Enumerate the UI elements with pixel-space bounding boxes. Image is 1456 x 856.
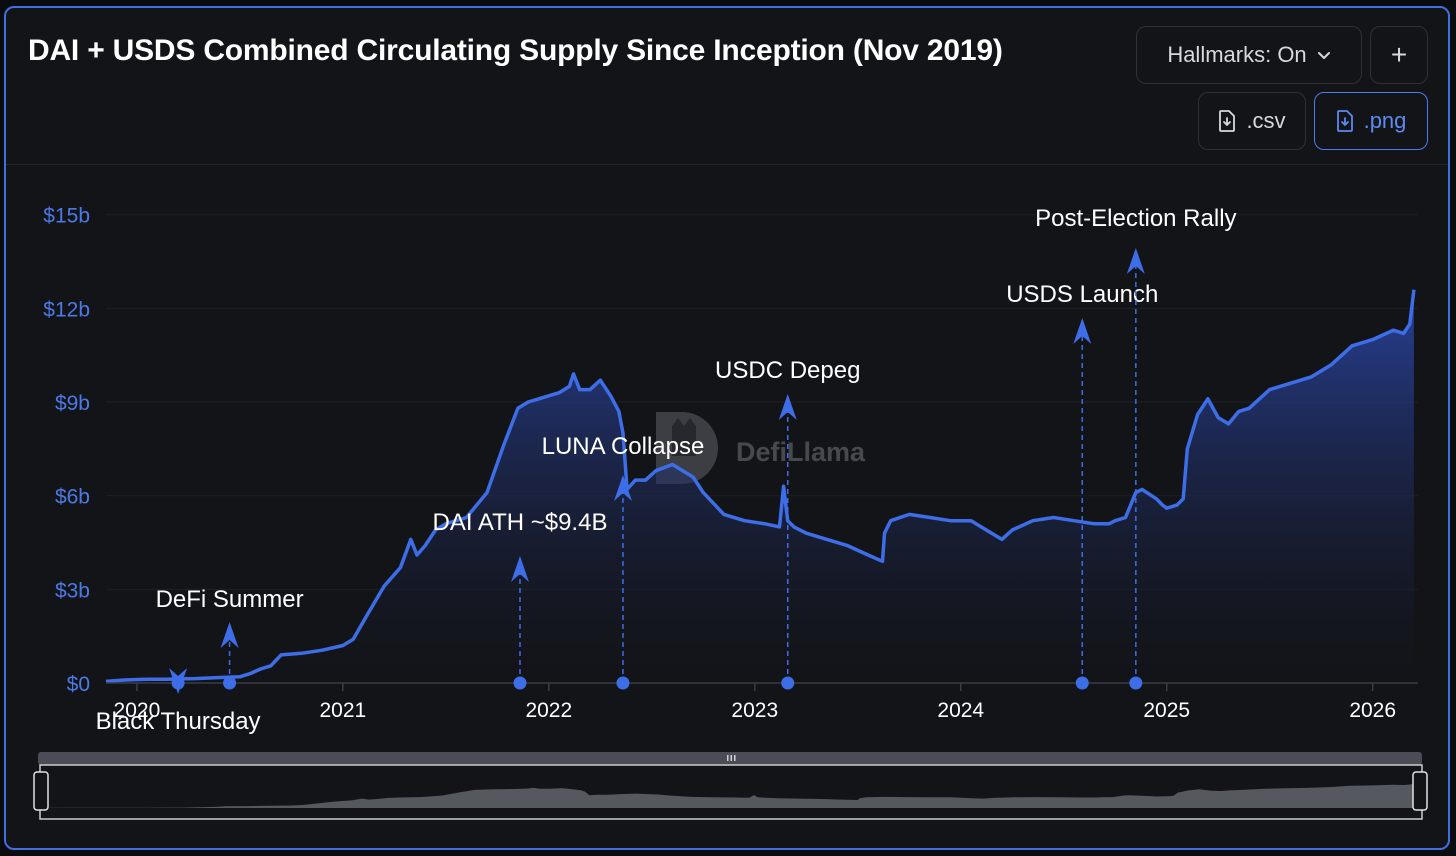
download-csv-button[interactable]: .csv bbox=[1198, 92, 1306, 150]
x-tick-label: 2024 bbox=[937, 699, 984, 722]
hallmark-label: DeFi Summer bbox=[156, 586, 304, 613]
supply-area bbox=[106, 289, 1414, 683]
hallmark-label: USDS Launch bbox=[1006, 281, 1158, 308]
navigator-scrollbar[interactable] bbox=[38, 752, 1422, 765]
y-tick-label: $3b bbox=[55, 579, 90, 602]
watermark: DefiLlama bbox=[656, 412, 866, 484]
chevron-down-icon bbox=[1317, 52, 1330, 59]
add-button[interactable]: + bbox=[1370, 26, 1428, 84]
x-tick-label: 2025 bbox=[1143, 699, 1190, 722]
hallmarks-dropdown[interactable]: Hallmarks: On bbox=[1136, 26, 1362, 84]
y-tick-label: $12b bbox=[43, 298, 90, 321]
hallmark-dot[interactable] bbox=[1129, 676, 1143, 690]
hallmark-marker[interactable]: USDS Launch bbox=[1006, 281, 1158, 690]
hallmark-dot[interactable] bbox=[171, 676, 185, 690]
file-download-icon bbox=[1219, 110, 1236, 132]
hallmark-marker[interactable]: DAI ATH ~$9.4B bbox=[432, 509, 607, 690]
navigator-series bbox=[42, 782, 1416, 808]
hallmark-marker[interactable]: Post-Election Rally bbox=[1035, 205, 1237, 690]
arrow-up-icon bbox=[778, 394, 797, 420]
hallmark-dot[interactable] bbox=[616, 676, 630, 690]
x-tick-label: 2026 bbox=[1349, 699, 1396, 722]
navigator-left-handle[interactable] bbox=[33, 771, 49, 811]
png-label: .png bbox=[1363, 108, 1407, 133]
hallmark-dot[interactable] bbox=[1075, 676, 1089, 690]
hallmark-dot[interactable] bbox=[223, 676, 237, 690]
csv-label: .csv bbox=[1246, 108, 1286, 133]
x-tick-label: 2022 bbox=[525, 699, 572, 722]
hallmark-marker[interactable]: DeFi Summer bbox=[156, 586, 304, 690]
y-tick-label: $6b bbox=[55, 486, 90, 509]
y-tick-label: $9b bbox=[55, 392, 90, 415]
x-axis-ticks: 2020 2021 2022 2023 2024 2025 2026 bbox=[114, 683, 1396, 722]
navigator-right-handle[interactable] bbox=[1412, 771, 1428, 811]
hallmark-dot[interactable] bbox=[781, 676, 795, 690]
arrow-up-icon bbox=[510, 556, 529, 582]
hallmark-label: LUNA Collapse bbox=[542, 433, 705, 460]
card-header: DAI + USDS Combined Circulating Supply S… bbox=[6, 8, 1448, 165]
hallmark-label: Post-Election Rally bbox=[1035, 205, 1236, 232]
y-tick-label: $15b bbox=[43, 205, 90, 228]
file-download-icon bbox=[1336, 110, 1353, 132]
hallmark-label: DAI ATH ~$9.4B bbox=[432, 509, 607, 536]
hallmark-label: USDC Depeg bbox=[715, 357, 860, 384]
y-axis-ticks: $0 $3b $6b $9b $12b $15b bbox=[43, 205, 90, 696]
hallmark-marker[interactable]: LUNA Collapse bbox=[542, 433, 705, 690]
hallmark-marker[interactable]: USDC Depeg bbox=[715, 357, 860, 690]
hallmark-dot[interactable] bbox=[513, 676, 527, 690]
range-navigator[interactable] bbox=[33, 752, 1428, 820]
watermark-text: DefiLlama bbox=[736, 437, 866, 467]
x-tick-label: 2020 bbox=[114, 699, 161, 722]
arrow-up-icon bbox=[1073, 318, 1092, 344]
x-tick-label: 2023 bbox=[731, 699, 778, 722]
hallmark-label: Black Thursday bbox=[96, 708, 261, 735]
navigator-grip-icon bbox=[727, 755, 736, 761]
chart-title: DAI + USDS Combined Circulating Supply S… bbox=[28, 34, 1003, 67]
arrow-up-icon bbox=[1126, 248, 1145, 274]
x-tick-label: 2021 bbox=[320, 699, 367, 722]
y-tick-label: $0 bbox=[67, 673, 90, 696]
hallmark-marker[interactable]: Black Thursday bbox=[96, 668, 261, 735]
download-png-button[interactable]: .png bbox=[1314, 92, 1428, 150]
arrow-up-icon bbox=[220, 622, 239, 648]
hallmarks-label: Hallmarks: On bbox=[1167, 42, 1307, 67]
supply-line bbox=[105, 289, 1416, 684]
hallmark-annotations: Black Thursday DeFi Summer DAI ATH ~$9.4B L… bbox=[96, 205, 1237, 735]
arrow-up-icon bbox=[613, 475, 632, 501]
